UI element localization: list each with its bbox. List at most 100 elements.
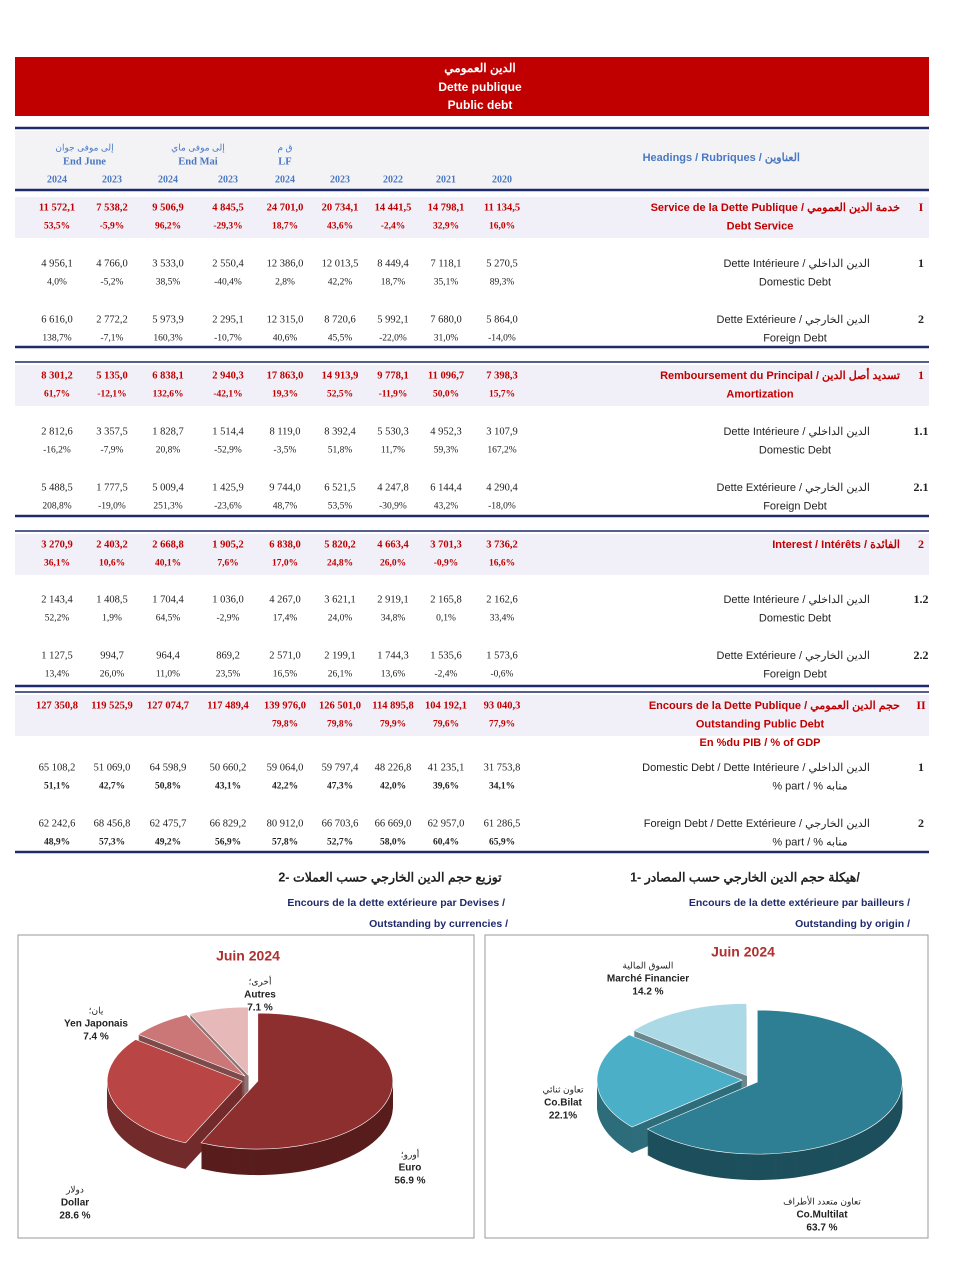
cell: 53,5% (44, 222, 70, 232)
cell: 3 107,9 (486, 426, 518, 437)
cell: 11 572,1 (39, 202, 75, 213)
cell: 8 392,4 (324, 426, 356, 437)
slice-value-label: 28.6 % (59, 1211, 90, 1222)
slice-label-ar: تعاون متعدد الأطراف (783, 1195, 861, 1207)
slice-value-label: 22.1% (549, 1111, 577, 1122)
cell: 1 828,7 (152, 426, 184, 437)
header-bg (15, 131, 929, 189)
chart-frame (484, 934, 929, 1239)
cell: 126 501,0 (319, 700, 361, 711)
cell: 26,0% (380, 559, 406, 569)
cell: 51,1% (44, 782, 70, 792)
cell: 96,2% (155, 222, 181, 232)
cell: 5 973,9 (152, 314, 184, 325)
cell: 11 134,5 (484, 202, 520, 213)
section-header-bg (15, 365, 929, 406)
slice-label: Euro (399, 1163, 422, 1174)
year-label: 2020 (492, 174, 512, 185)
cell: 19,3% (272, 390, 298, 400)
row-label: Service de la Dette Publique / خدمة الدي… (651, 202, 901, 215)
cell: 14 798,1 (428, 202, 465, 213)
cell: 6 616,0 (41, 314, 73, 325)
cell: 17,0% (272, 559, 298, 569)
cell: 7 680,0 (430, 314, 462, 325)
cell: 8 720,6 (324, 314, 356, 325)
year-label: 2023 (102, 174, 122, 185)
cell: 2 295,1 (212, 314, 244, 325)
cell: -2,9% (217, 614, 240, 624)
row-label: Dette Intérieure / الدين الداخلي (723, 258, 870, 270)
chart-heading: 1- هيكلة حجم الدين الخارجي حسب المصادر/ (630, 870, 860, 885)
row-number: 1.1 (914, 424, 929, 438)
cell: -2,4% (381, 222, 406, 232)
cell: 2 550,4 (212, 258, 244, 269)
row-label: Dette Intérieure / الدين الداخلي (723, 594, 870, 606)
cell: 65 108,2 (39, 762, 76, 773)
cell: 12 386,0 (267, 258, 304, 269)
cell: 31 753,8 (484, 762, 521, 773)
cell: -29,3% (213, 222, 242, 232)
cell: 43,6% (327, 222, 353, 232)
slice-label-ar: أخرى؛ (249, 974, 272, 987)
slice (189, 1006, 249, 1076)
row-label: Domestic Debt (759, 276, 831, 288)
cell: 40,6% (273, 334, 298, 344)
cell: 1 425,9 (212, 482, 244, 493)
cell: -52,9% (214, 446, 242, 456)
cell: 35,1% (434, 278, 459, 288)
cell: 1 514,4 (212, 426, 244, 437)
slice (633, 1003, 747, 1076)
cell: 50,0% (433, 390, 459, 400)
cell: 1,9% (102, 614, 122, 624)
chart-heading: Encours de la dette extérieure par baill… (689, 897, 910, 909)
slice-value-label: 63.7 % (806, 1223, 837, 1234)
cell: 2 403,2 (96, 539, 128, 550)
cell: 58,0% (380, 838, 406, 848)
cell: 7 538,2 (96, 202, 128, 213)
cell: 61 286,5 (484, 818, 521, 829)
group-label-ar: ق م (277, 142, 292, 153)
cell: 39,6% (433, 782, 459, 792)
row-label: Amortization (726, 388, 794, 400)
cell: 114 895,8 (372, 700, 413, 711)
year-label: 2023 (218, 174, 238, 185)
cell: 48,7% (273, 502, 298, 512)
slice-label: Co.Multilat (796, 1210, 848, 1221)
slice-label-ar: السوق المالية (623, 960, 674, 971)
row-label: Debt Service (727, 220, 794, 232)
cell: 33,4% (490, 614, 515, 624)
cell: 208,8% (42, 502, 71, 512)
cell: 2 143,4 (41, 594, 73, 605)
cell: -7,9% (101, 446, 124, 456)
cell: 2 162,6 (486, 594, 518, 605)
cell: 66 829,2 (210, 818, 247, 829)
cell: 138,7% (42, 334, 71, 344)
cell: 2 668,8 (152, 539, 184, 550)
slice-label-ar: يان؛ (89, 1005, 104, 1015)
cell: 14 913,9 (322, 370, 359, 381)
cell: 2 165,8 (430, 594, 462, 605)
chart-heading: 2- توزيع حجم الدين الخارجي حسب العملات (278, 870, 502, 885)
cell: 5 135,0 (96, 370, 128, 381)
slice (646, 1009, 903, 1155)
cell: 66 703,6 (322, 818, 359, 829)
cell: 36,1% (44, 559, 70, 569)
cell: 24,8% (327, 559, 353, 569)
cell: 42,7% (99, 782, 125, 792)
cell: 2 919,1 (377, 594, 409, 605)
cell: -12,1% (97, 390, 126, 400)
cell: -11,9% (379, 390, 408, 400)
cell: -3,5% (274, 446, 297, 456)
cell: 43,1% (215, 782, 241, 792)
cell: 16,6% (489, 559, 515, 569)
row-label: Foreign Debt (763, 668, 827, 680)
cell: 1 777,5 (96, 482, 128, 493)
cell: 2 812,6 (41, 426, 73, 437)
cell: 57,8% (272, 838, 298, 848)
cell: 2 940,3 (212, 370, 244, 381)
slice-label: Co.Bilat (544, 1098, 582, 1109)
cell: 4 766,0 (96, 258, 128, 269)
cell: -0,6% (491, 670, 514, 680)
cell: 68 456,8 (94, 818, 131, 829)
cell: 3 736,2 (486, 539, 518, 550)
